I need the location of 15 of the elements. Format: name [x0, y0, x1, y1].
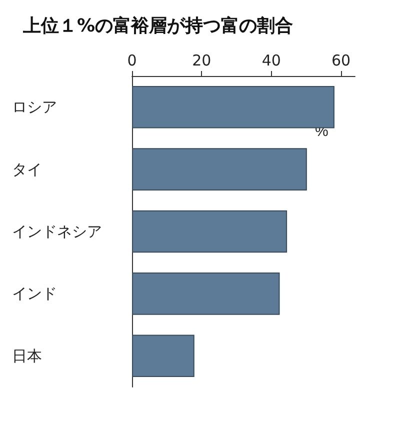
x-tick-label: 20 — [192, 52, 212, 70]
y-tick-label: インド — [12, 284, 57, 303]
bar — [132, 148, 307, 190]
y-tick-label: インドネシア — [12, 222, 102, 240]
y-tick-label: タイ — [12, 160, 42, 178]
x-tick-label: 0 — [127, 52, 137, 70]
y-tick-label: ロシア — [12, 98, 57, 116]
bar — [132, 334, 194, 378]
bar — [132, 86, 334, 128]
y-tick-label: 日本 — [12, 346, 42, 365]
chart-title: 上位１%の富裕層が持つ富の割合 — [22, 16, 294, 36]
bar — [132, 272, 280, 315]
bar — [132, 210, 288, 253]
x-tick-label: 40 — [262, 52, 281, 70]
x-tick-label: 60 — [332, 52, 351, 70]
